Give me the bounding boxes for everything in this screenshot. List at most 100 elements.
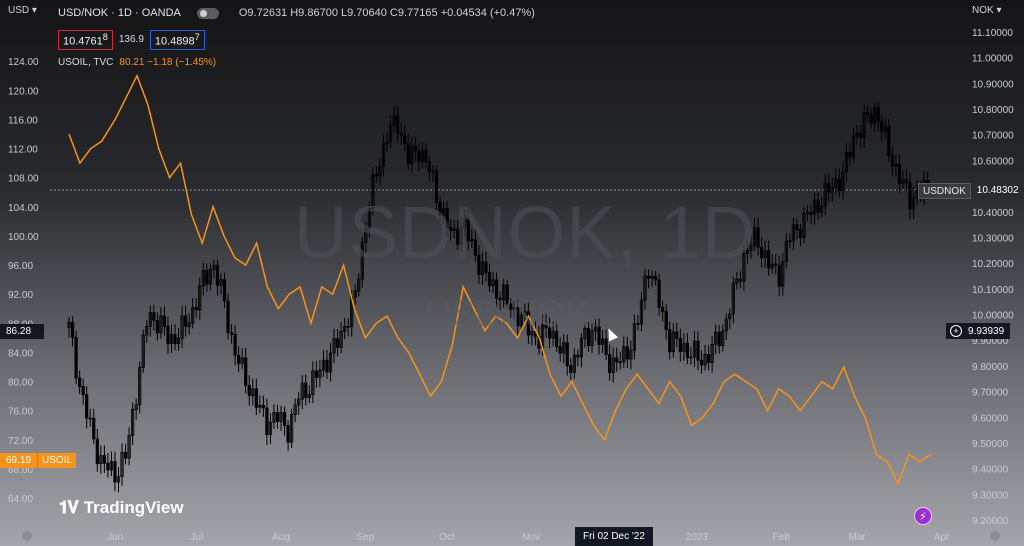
candle-body — [904, 179, 909, 184]
candle-body — [194, 307, 198, 311]
sell-button[interactable]: 10.47618 — [58, 30, 113, 50]
lightning-icon[interactable]: ⚡ — [914, 507, 932, 525]
candle-body — [523, 311, 527, 316]
candle-body — [78, 377, 82, 388]
candle-body — [208, 268, 212, 285]
candle-body — [608, 354, 612, 373]
left-tick-label: 68.00 — [8, 465, 33, 476]
candle-body — [699, 359, 704, 366]
right-crosshair-value: 9.93939 — [968, 325, 1005, 337]
candle-body — [742, 253, 746, 282]
candle-body — [484, 261, 488, 273]
candle-body — [880, 121, 884, 132]
left-tick-label: 96.00 — [8, 261, 33, 272]
candle-body — [897, 163, 902, 185]
candle-body — [579, 337, 583, 358]
candle-body — [763, 250, 767, 258]
usoil-legend[interactable]: USOIL, TVC 80.21 −1.18 (−1.45%) — [58, 57, 216, 68]
candle-body — [855, 133, 859, 138]
time-tick-label: Sep — [356, 532, 374, 543]
candle-body — [127, 434, 131, 459]
candle-body — [102, 455, 106, 464]
candle-body — [562, 342, 566, 354]
candle-body — [470, 238, 474, 242]
candle-body — [551, 330, 555, 339]
candle-body — [240, 357, 244, 364]
candle-body — [254, 388, 258, 408]
candle-body — [191, 307, 195, 324]
candle-body — [728, 313, 732, 320]
right-tick-label: 11.10000 — [972, 28, 1013, 39]
candle-body — [777, 264, 781, 287]
left-scale-selector[interactable]: USD ▾ — [8, 5, 37, 16]
candle-body — [339, 330, 343, 348]
candle-body — [661, 307, 665, 312]
candle-body — [509, 303, 513, 310]
right-crosshair-label[interactable]: +9.93939 — [946, 323, 1011, 339]
candle-body — [237, 354, 241, 364]
candle-body — [388, 124, 393, 143]
candle-body — [176, 337, 181, 345]
candle-body — [95, 438, 99, 464]
left-tick-label: 108.00 — [8, 174, 39, 185]
candle-body — [346, 325, 350, 328]
candle-body — [820, 205, 824, 213]
usdnok-label-name: USDNOK — [918, 183, 971, 199]
candle-body — [805, 211, 810, 214]
candle-body — [441, 208, 446, 216]
scroll-left-icon[interactable] — [22, 531, 32, 541]
candle-body — [558, 346, 562, 354]
candle-body — [502, 284, 506, 301]
market-status-toggle[interactable] — [196, 7, 219, 19]
left-tick-label: 76.00 — [8, 407, 33, 418]
candle-body — [678, 337, 682, 352]
candle-body — [123, 451, 128, 459]
candle-body — [445, 208, 449, 228]
candle-body — [297, 398, 301, 406]
right-scale-selector[interactable]: NOK ▾ — [972, 5, 1002, 16]
candle-body — [166, 326, 170, 345]
usdnok-last-price: 10.48302 — [970, 183, 1024, 199]
candle-body — [275, 412, 280, 422]
candle-body — [841, 171, 845, 192]
candle-body — [816, 199, 820, 213]
time-tick-label: Nov — [522, 532, 540, 543]
candle-body — [774, 263, 778, 266]
candle-body — [399, 132, 403, 136]
buy-button[interactable]: 10.48987 — [149, 30, 205, 50]
candle-body — [265, 407, 269, 436]
candle-body — [721, 330, 725, 347]
candle-body — [247, 384, 251, 397]
candle-body — [325, 359, 329, 373]
candle-body — [184, 315, 188, 327]
candle-body — [851, 136, 856, 158]
right-tick-label: 10.40000 — [972, 208, 1014, 219]
usoil-last-price-label: 69.19 USOIL — [0, 453, 77, 468]
candle-body — [282, 412, 287, 426]
candle-body — [770, 263, 774, 269]
candle-body — [759, 246, 764, 258]
candle-body — [569, 365, 573, 373]
candle-body — [565, 342, 569, 367]
left-tick-label: 112.00 — [8, 145, 38, 156]
candle-body — [385, 141, 389, 144]
candle-body — [180, 315, 184, 339]
tradingview-logo[interactable]: 𝟏𝐕 TradingView — [59, 498, 184, 518]
candle-body — [452, 228, 456, 231]
plus-icon[interactable]: + — [950, 325, 962, 337]
right-tick-label: 9.70000 — [972, 388, 1009, 399]
candle-body — [229, 332, 234, 335]
candle-body — [590, 330, 594, 347]
symbol-title[interactable]: USD/NOK · 1D · OANDA — [58, 7, 181, 19]
candle-body — [261, 404, 265, 409]
candle-body — [459, 226, 463, 245]
candle-body — [784, 240, 788, 263]
candle-body — [798, 228, 803, 239]
candle-body — [169, 334, 174, 345]
candle-body — [233, 333, 237, 356]
candle-body — [887, 126, 891, 156]
right-tick-label: 10.10000 — [972, 285, 1014, 296]
candle-body — [767, 250, 771, 269]
settings-icon[interactable] — [990, 531, 1000, 541]
